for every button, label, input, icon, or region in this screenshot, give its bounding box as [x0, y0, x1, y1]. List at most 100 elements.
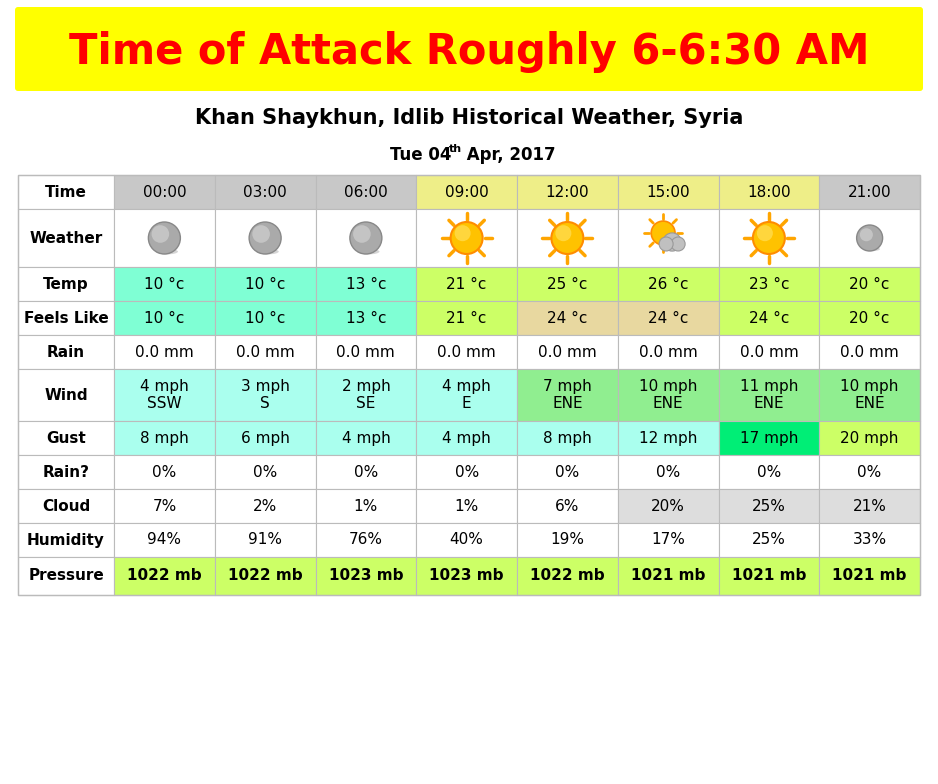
Text: 1022 mb: 1022 mb — [530, 568, 605, 583]
Circle shape — [555, 225, 571, 241]
FancyBboxPatch shape — [18, 209, 114, 267]
FancyBboxPatch shape — [517, 489, 618, 523]
FancyBboxPatch shape — [215, 175, 315, 209]
Text: 12:00: 12:00 — [546, 184, 589, 199]
Text: Humidity: Humidity — [27, 532, 105, 547]
Text: 26 °c: 26 °c — [648, 277, 688, 292]
Circle shape — [671, 237, 685, 251]
Text: 20%: 20% — [651, 499, 685, 514]
FancyBboxPatch shape — [215, 523, 315, 557]
Text: 17%: 17% — [651, 532, 685, 547]
Text: 7%: 7% — [152, 499, 176, 514]
Text: 21 °c: 21 °c — [446, 277, 487, 292]
Text: 0%: 0% — [656, 464, 680, 480]
FancyBboxPatch shape — [517, 267, 618, 301]
FancyBboxPatch shape — [618, 301, 719, 335]
Text: 7 mph
ENE: 7 mph ENE — [543, 379, 592, 411]
Text: 76%: 76% — [349, 532, 383, 547]
Text: 0.0 mm: 0.0 mm — [739, 344, 798, 360]
Circle shape — [753, 222, 785, 254]
Text: 0.0 mm: 0.0 mm — [337, 344, 395, 360]
Text: 0.0 mm: 0.0 mm — [235, 344, 295, 360]
FancyBboxPatch shape — [618, 489, 719, 523]
Text: 06:00: 06:00 — [344, 184, 387, 199]
Text: 18:00: 18:00 — [747, 184, 791, 199]
Text: 6 mph: 6 mph — [241, 430, 290, 445]
Text: 8 mph: 8 mph — [140, 430, 189, 445]
Text: 10 °c: 10 °c — [144, 310, 185, 325]
FancyBboxPatch shape — [315, 267, 416, 301]
Circle shape — [856, 225, 883, 251]
Circle shape — [148, 222, 180, 254]
FancyBboxPatch shape — [18, 489, 114, 523]
Text: 1021 mb: 1021 mb — [732, 568, 806, 583]
Text: Rain: Rain — [47, 344, 85, 360]
FancyBboxPatch shape — [517, 301, 618, 335]
FancyBboxPatch shape — [215, 209, 315, 267]
Text: 10 mph
ENE: 10 mph ENE — [639, 379, 697, 411]
Text: 0.0 mm: 0.0 mm — [135, 344, 194, 360]
Text: Gust: Gust — [46, 430, 86, 445]
Text: 23 °c: 23 °c — [749, 277, 789, 292]
FancyBboxPatch shape — [114, 267, 215, 301]
FancyBboxPatch shape — [416, 557, 517, 595]
FancyBboxPatch shape — [618, 175, 719, 209]
FancyBboxPatch shape — [618, 209, 719, 267]
Text: 3 mph
S: 3 mph S — [241, 379, 290, 411]
FancyBboxPatch shape — [114, 523, 215, 557]
Text: Apr, 2017: Apr, 2017 — [461, 146, 555, 164]
Ellipse shape — [357, 249, 380, 254]
Text: 15:00: 15:00 — [646, 184, 690, 199]
Text: Cloud: Cloud — [42, 499, 90, 514]
FancyBboxPatch shape — [18, 369, 114, 421]
FancyBboxPatch shape — [215, 557, 315, 595]
FancyBboxPatch shape — [315, 455, 416, 489]
Text: 25%: 25% — [752, 499, 786, 514]
FancyBboxPatch shape — [719, 455, 819, 489]
FancyBboxPatch shape — [18, 301, 114, 335]
FancyBboxPatch shape — [819, 455, 920, 489]
Text: Time: Time — [45, 184, 87, 199]
Text: 6%: 6% — [555, 499, 580, 514]
Text: 0%: 0% — [152, 464, 176, 480]
Text: Rain?: Rain? — [42, 464, 89, 480]
Text: 1021 mb: 1021 mb — [631, 568, 705, 583]
FancyBboxPatch shape — [114, 209, 215, 267]
FancyBboxPatch shape — [719, 301, 819, 335]
FancyBboxPatch shape — [315, 209, 416, 267]
FancyBboxPatch shape — [819, 557, 920, 595]
FancyBboxPatch shape — [416, 209, 517, 267]
FancyBboxPatch shape — [517, 335, 618, 369]
Text: 0.0 mm: 0.0 mm — [840, 344, 899, 360]
FancyBboxPatch shape — [315, 421, 416, 455]
FancyBboxPatch shape — [416, 335, 517, 369]
Text: 17 mph: 17 mph — [740, 430, 798, 445]
Text: 19%: 19% — [551, 532, 584, 547]
FancyBboxPatch shape — [416, 267, 517, 301]
FancyBboxPatch shape — [819, 175, 920, 209]
FancyBboxPatch shape — [315, 175, 416, 209]
Circle shape — [552, 222, 583, 254]
Text: 21 °c: 21 °c — [446, 310, 487, 325]
Text: 1023 mb: 1023 mb — [328, 568, 403, 583]
FancyBboxPatch shape — [517, 175, 618, 209]
Text: 1022 mb: 1022 mb — [228, 568, 302, 583]
Text: Tue 04: Tue 04 — [390, 146, 451, 164]
Text: 24 °c: 24 °c — [547, 310, 587, 325]
Ellipse shape — [863, 247, 880, 251]
FancyBboxPatch shape — [315, 301, 416, 335]
FancyBboxPatch shape — [618, 335, 719, 369]
Circle shape — [659, 237, 673, 251]
FancyBboxPatch shape — [18, 421, 114, 455]
FancyBboxPatch shape — [416, 175, 517, 209]
Text: 24 °c: 24 °c — [749, 310, 789, 325]
FancyBboxPatch shape — [517, 455, 618, 489]
FancyBboxPatch shape — [618, 455, 719, 489]
FancyBboxPatch shape — [416, 421, 517, 455]
FancyBboxPatch shape — [618, 557, 719, 595]
FancyBboxPatch shape — [416, 369, 517, 421]
FancyBboxPatch shape — [719, 175, 819, 209]
Text: 25%: 25% — [752, 532, 786, 547]
Text: 4 mph: 4 mph — [442, 430, 491, 445]
Text: 0.0 mm: 0.0 mm — [437, 344, 496, 360]
